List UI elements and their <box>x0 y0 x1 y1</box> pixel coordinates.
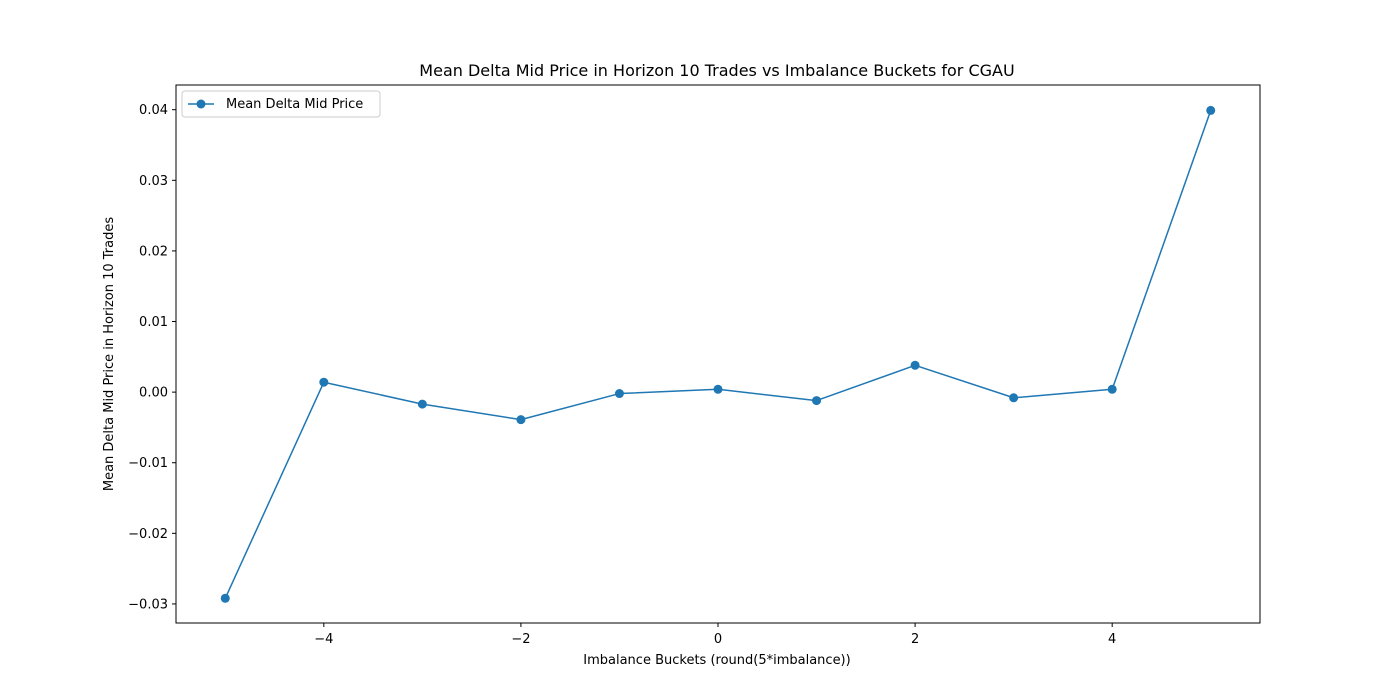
data-point <box>614 389 624 399</box>
plot-markers <box>220 105 1216 603</box>
data-point <box>516 415 526 425</box>
legend-marker-swatch <box>196 99 206 109</box>
chart-title: Mean Delta Mid Price in Horizon 10 Trade… <box>419 61 1014 80</box>
legend: Mean Delta Mid Price <box>181 90 381 118</box>
x-axis-ticks: −4 −2 0 2 4 <box>314 623 1116 647</box>
data-point <box>1206 105 1216 115</box>
y-tick-label: −0.03 <box>128 597 168 612</box>
data-point <box>220 593 230 603</box>
legend-box <box>181 90 381 118</box>
y-tick-label: 0.01 <box>139 315 168 330</box>
y-tick-label: −0.02 <box>128 527 168 542</box>
data-point <box>417 399 427 409</box>
y-tick-label: 0.03 <box>139 174 168 189</box>
x-tick-label: 4 <box>1108 632 1116 647</box>
data-point <box>812 396 822 406</box>
y-tick-label: 0.02 <box>139 244 168 259</box>
data-point <box>910 360 920 370</box>
y-tick-label: −0.01 <box>128 456 168 471</box>
x-tick-label: 2 <box>911 632 919 647</box>
data-point <box>319 377 329 387</box>
x-tick-label: −2 <box>511 632 530 647</box>
x-tick-label: 0 <box>714 632 722 647</box>
y-tick-label: 0.04 <box>139 103 168 118</box>
plot-area-frame <box>175 84 1261 624</box>
x-tick-label: −4 <box>314 632 333 647</box>
data-point <box>713 384 723 394</box>
x-axis-label: Imbalance Buckets (round(5*imbalance)) <box>583 653 850 668</box>
y-axis-ticks: −0.03 −0.02 −0.01 0.00 0.01 0.02 0.03 0.04 <box>128 103 176 612</box>
legend-label: Mean Delta Mid Price <box>226 97 363 112</box>
y-axis-label: Mean Delta Mid Price in Horizon 10 Trade… <box>102 217 117 492</box>
y-tick-label: 0.00 <box>139 386 168 401</box>
data-point <box>1107 384 1117 394</box>
data-point <box>1009 393 1019 403</box>
